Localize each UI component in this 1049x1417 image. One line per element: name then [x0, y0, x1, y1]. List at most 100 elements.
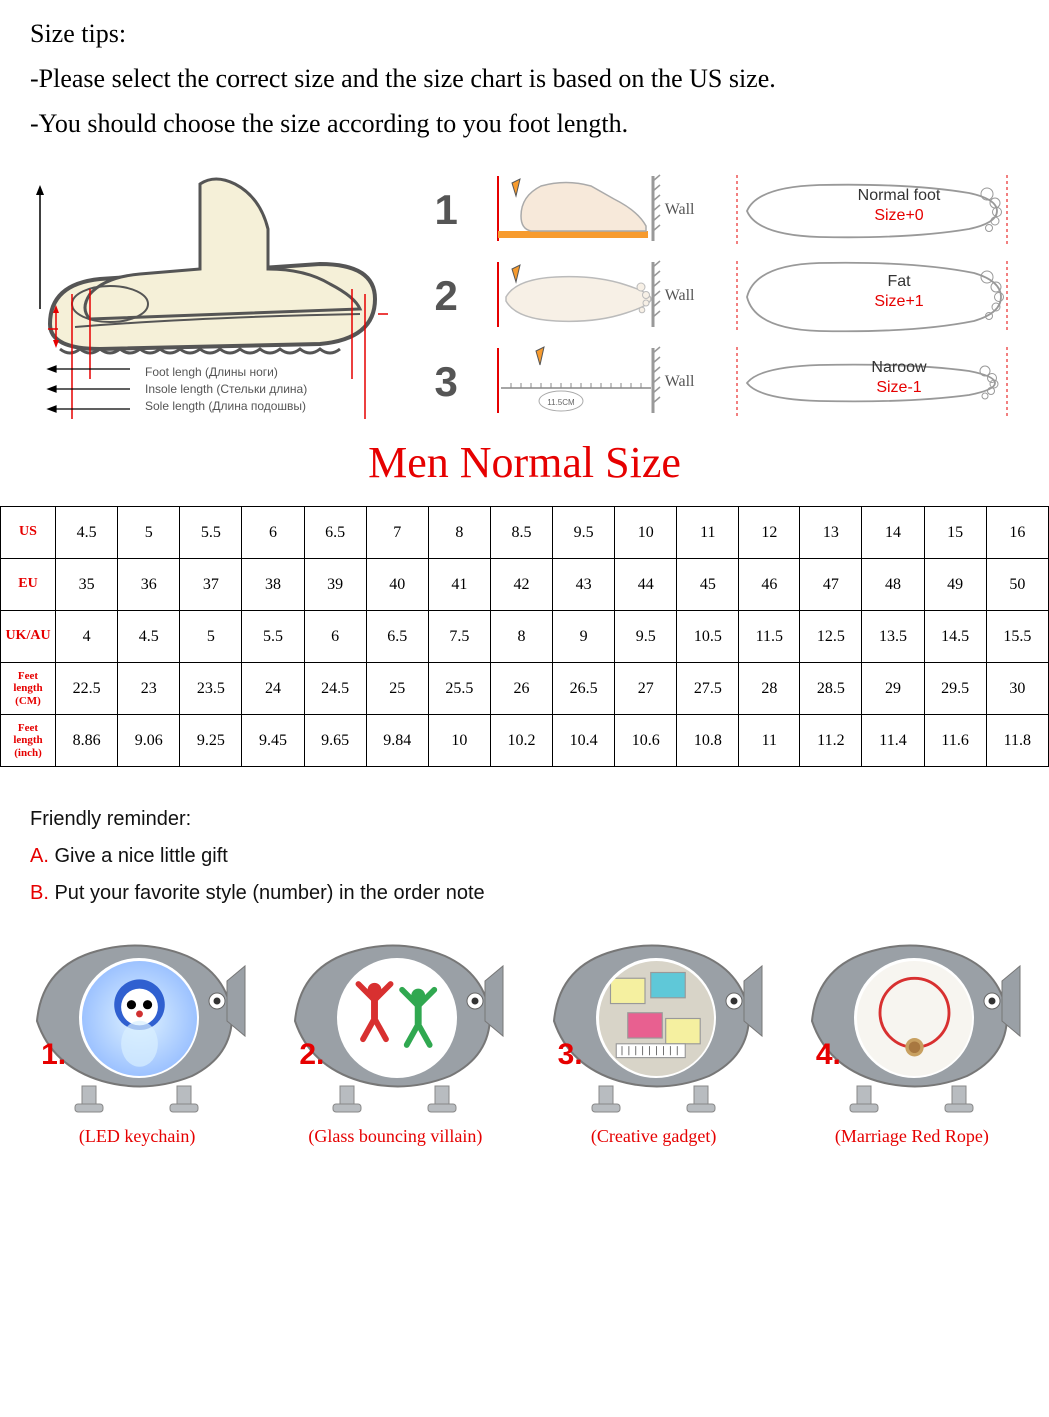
size-cell: 9.5 — [615, 611, 677, 663]
main-title: Men Normal Size — [0, 437, 1049, 488]
step-number: 3 — [435, 358, 469, 406]
size-cell: 11.4 — [862, 715, 924, 767]
gift-image-placeholder — [599, 961, 714, 1076]
foot-type-diagrams: Normal foot Size+0 Fat Size+1 — [729, 169, 1029, 429]
size-cell: 50 — [986, 559, 1048, 611]
size-cell: 28.5 — [800, 663, 862, 715]
size-tips-line-2: -You should choose the size according to… — [30, 104, 1019, 143]
size-cell: 5 — [180, 611, 242, 663]
size-cell: 23 — [118, 663, 180, 715]
foot-type-size: Size+0 — [839, 207, 959, 225]
step-number: 2 — [435, 272, 469, 320]
size-cell: 8.5 — [490, 507, 552, 559]
step-number: 1 — [435, 186, 469, 234]
wall-label: Wall — [665, 287, 695, 305]
size-cell: 22.5 — [56, 663, 118, 715]
row-header: Feet length (inch) — [1, 715, 56, 767]
table-row: EU35363738394041424344454647484950 — [1, 559, 1049, 611]
reminder-b-prefix: B. — [30, 882, 54, 904]
size-cell: 26.5 — [553, 663, 615, 715]
gift-label: (Creative gadget) — [591, 1126, 716, 1147]
friendly-reminder: Friendly reminder: A. Give a nice little… — [0, 767, 1049, 926]
gift-number: 1. — [41, 1038, 66, 1072]
row-header: EU — [1, 559, 56, 611]
gift-label: (Glass bouncing villain) — [308, 1126, 482, 1147]
size-cell: 38 — [242, 559, 304, 611]
size-cell: 6.5 — [304, 507, 366, 559]
size-cell: 24.5 — [304, 663, 366, 715]
size-cell: 40 — [366, 559, 428, 611]
size-cell: 11 — [677, 507, 739, 559]
size-cell: 9.65 — [304, 715, 366, 767]
size-cell: 16 — [986, 507, 1048, 559]
size-cell: 24 — [242, 663, 304, 715]
size-cell: 6 — [304, 611, 366, 663]
gift-label: (LED keychain) — [79, 1126, 195, 1147]
gift-item-2: 2. (Glass bouncing villain) — [275, 926, 515, 1147]
size-cell: 9.5 — [553, 507, 615, 559]
size-cell: 25.5 — [428, 663, 490, 715]
size-chart-table: US4.555.566.5788.59.510111213141516EU353… — [0, 506, 1049, 767]
size-cell: 35 — [56, 559, 118, 611]
gift-number: 3. — [558, 1038, 583, 1072]
size-cell: 10.2 — [490, 715, 552, 767]
size-cell: 30 — [986, 663, 1048, 715]
size-cell: 23.5 — [180, 663, 242, 715]
size-cell: 12 — [739, 507, 800, 559]
size-cell: 42 — [490, 559, 552, 611]
size-cell: 12.5 — [800, 611, 862, 663]
size-cell: 9.84 — [366, 715, 428, 767]
table-row: US4.555.566.5788.59.510111213141516 — [1, 507, 1049, 559]
size-cell: 44 — [615, 559, 677, 611]
table-row: Feet length (inch)8.869.069.259.459.659.… — [1, 715, 1049, 767]
size-cell: 15 — [924, 507, 986, 559]
size-cell: 8 — [490, 611, 552, 663]
size-cell: 10.8 — [677, 715, 739, 767]
gift-item-4: 4. (Marriage Red Rope) — [792, 926, 1032, 1147]
size-cell: 29 — [862, 663, 924, 715]
gift-item-3: 3. (Creative gadget) — [534, 926, 774, 1147]
row-header: UK/AU — [1, 611, 56, 663]
size-cell: 37 — [180, 559, 242, 611]
size-cell: 11.2 — [800, 715, 862, 767]
diagrams-row: Foot lengh (Длины ноги) Insole length (С… — [0, 159, 1049, 429]
foot-type-narrow: Naroow Size-1 — [729, 341, 1029, 425]
size-cell: 10.6 — [615, 715, 677, 767]
label-foot-length: Foot lengh (Длины ноги) — [145, 364, 307, 381]
size-cell: 5 — [118, 507, 180, 559]
size-cell: 9 — [553, 611, 615, 663]
label-insole-length: Insole length (Стельки длина) — [145, 381, 307, 398]
size-cell: 43 — [553, 559, 615, 611]
size-cell: 9.06 — [118, 715, 180, 767]
foot-type-name: Naroow — [839, 359, 959, 377]
size-cell: 15.5 — [986, 611, 1048, 663]
foot-type-size: Size+1 — [839, 293, 959, 311]
size-cell: 4.5 — [118, 611, 180, 663]
size-cell: 27 — [615, 663, 677, 715]
size-cell: 10 — [615, 507, 677, 559]
size-cell: 14.5 — [924, 611, 986, 663]
table-row: Feet length (CM)22.52323.52424.52525.526… — [1, 663, 1049, 715]
size-cell: 11.8 — [986, 715, 1048, 767]
row-header: US — [1, 507, 56, 559]
gift-image-placeholder — [857, 961, 972, 1076]
size-cell: 10 — [428, 715, 490, 767]
step-2: 2 — [435, 255, 695, 337]
gift-label: (Marriage Red Rope) — [835, 1126, 989, 1147]
gift-image-placeholder — [340, 961, 455, 1076]
label-sole-length: Sole length (Длина подошвы) — [145, 398, 307, 415]
size-cell: 26 — [490, 663, 552, 715]
size-cell: 6 — [242, 507, 304, 559]
foot-type-normal: Normal foot Size+0 — [729, 169, 1029, 253]
table-row: UK/AU44.555.566.57.5899.510.511.512.513.… — [1, 611, 1049, 663]
page-container: Size tips: -Please select the correct si… — [0, 0, 1049, 1167]
size-cell: 5.5 — [242, 611, 304, 663]
size-cell: 11 — [739, 715, 800, 767]
shoe-diagram: Foot lengh (Длины ноги) Insole length (С… — [20, 169, 400, 429]
size-cell: 4.5 — [56, 507, 118, 559]
foot-type-name: Fat — [839, 273, 959, 291]
size-cell: 46 — [739, 559, 800, 611]
step-1: 1 Wall — [435, 169, 695, 251]
size-cell: 13 — [800, 507, 862, 559]
foot-type-size: Size-1 — [839, 379, 959, 397]
